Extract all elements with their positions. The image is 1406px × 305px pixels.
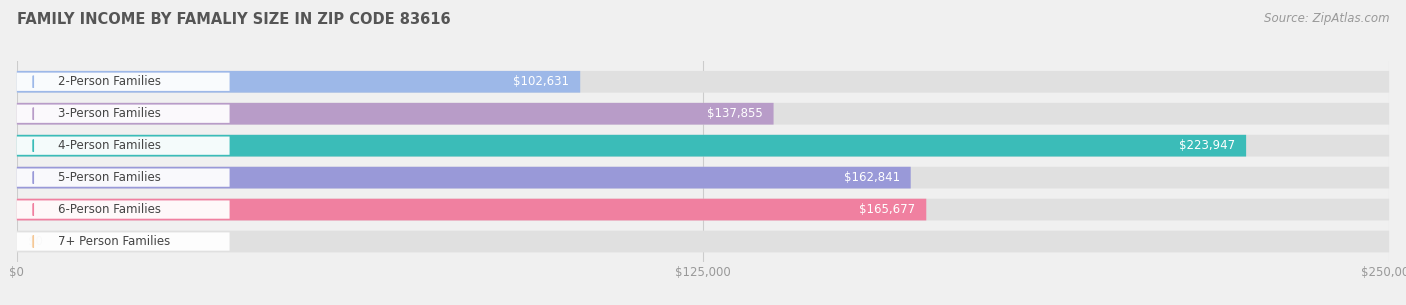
FancyBboxPatch shape — [17, 199, 1389, 221]
Text: 4-Person Families: 4-Person Families — [58, 139, 162, 152]
FancyBboxPatch shape — [17, 105, 229, 123]
FancyBboxPatch shape — [17, 103, 1389, 124]
Text: 5-Person Families: 5-Person Families — [58, 171, 160, 184]
Text: $223,947: $223,947 — [1180, 139, 1234, 152]
FancyBboxPatch shape — [17, 71, 1389, 93]
Text: 2-Person Families: 2-Person Families — [58, 75, 162, 88]
FancyBboxPatch shape — [17, 71, 581, 93]
Text: $165,677: $165,677 — [859, 203, 915, 216]
FancyBboxPatch shape — [17, 231, 1389, 253]
FancyBboxPatch shape — [17, 199, 927, 221]
Text: 3-Person Families: 3-Person Families — [58, 107, 160, 120]
FancyBboxPatch shape — [17, 135, 1389, 156]
FancyBboxPatch shape — [17, 200, 229, 219]
FancyBboxPatch shape — [17, 73, 229, 91]
Text: Source: ZipAtlas.com: Source: ZipAtlas.com — [1264, 12, 1389, 25]
FancyBboxPatch shape — [17, 168, 229, 187]
FancyBboxPatch shape — [17, 103, 773, 124]
Text: $162,841: $162,841 — [844, 171, 900, 184]
FancyBboxPatch shape — [17, 137, 229, 155]
FancyBboxPatch shape — [17, 167, 1389, 188]
Text: 7+ Person Families: 7+ Person Families — [58, 235, 170, 248]
FancyBboxPatch shape — [17, 232, 229, 251]
FancyBboxPatch shape — [17, 167, 911, 188]
Text: $102,631: $102,631 — [513, 75, 569, 88]
Text: $137,855: $137,855 — [707, 107, 762, 120]
Text: $0: $0 — [28, 235, 42, 248]
Text: 6-Person Families: 6-Person Families — [58, 203, 162, 216]
FancyBboxPatch shape — [17, 135, 1246, 156]
Text: FAMILY INCOME BY FAMALIY SIZE IN ZIP CODE 83616: FAMILY INCOME BY FAMALIY SIZE IN ZIP COD… — [17, 12, 450, 27]
